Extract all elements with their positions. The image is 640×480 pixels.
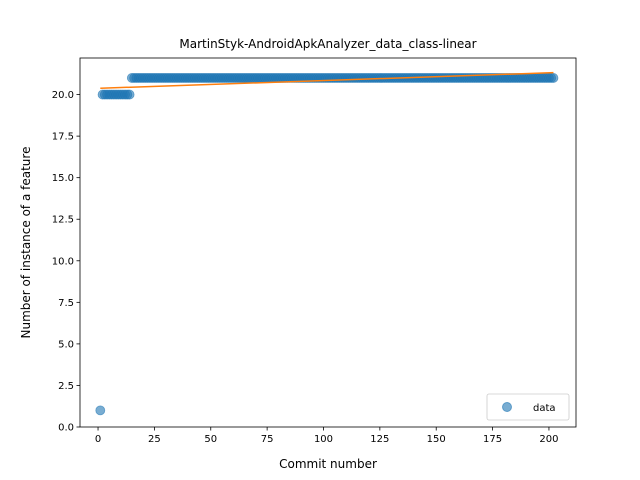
legend: data bbox=[486, 393, 570, 421]
x-axis-label: Commit number bbox=[279, 457, 377, 471]
y-tick-label: 15.0 bbox=[52, 173, 74, 184]
x-axis: 0 25 50 75 100 125 150 175 200 bbox=[95, 427, 558, 445]
x-tick-label: 150 bbox=[427, 434, 446, 445]
plot-frame bbox=[79, 57, 577, 428]
y-tick-label: 20.0 bbox=[52, 90, 74, 101]
y-axis: 0.0 2.5 5.0 7.5 10.0 12.5 15.0 17.5 20.0 bbox=[52, 90, 80, 434]
chart-title: MartinStyk-AndroidApkAnalyzer_data_class… bbox=[179, 37, 476, 51]
y-tick-label: 10.0 bbox=[52, 256, 74, 267]
x-tick-label: 75 bbox=[261, 434, 274, 445]
legend-marker bbox=[502, 402, 512, 412]
x-tick-label: 50 bbox=[204, 434, 217, 445]
x-tick-label: 0 bbox=[95, 434, 101, 445]
y-tick-label: 0.0 bbox=[58, 423, 74, 434]
plot-area bbox=[95, 71, 559, 416]
data-point bbox=[95, 405, 106, 416]
y-tick-label: 17.5 bbox=[52, 132, 74, 143]
x-tick-label: 25 bbox=[148, 434, 161, 445]
x-tick-label: 100 bbox=[314, 434, 333, 445]
x-tick-label: 175 bbox=[483, 434, 502, 445]
x-tick-label: 200 bbox=[539, 434, 558, 445]
data-point bbox=[124, 89, 135, 100]
y-tick-label: 12.5 bbox=[52, 215, 74, 226]
y-tick-label: 2.5 bbox=[58, 381, 74, 392]
legend-frame bbox=[486, 393, 570, 421]
y-tick-label: 7.5 bbox=[58, 298, 74, 309]
data-point bbox=[548, 73, 559, 83]
y-axis-label: Number of instance of a feature bbox=[19, 147, 33, 339]
y-tick-label: 5.0 bbox=[58, 339, 74, 350]
x-tick-label: 125 bbox=[370, 434, 389, 445]
legend-label: data bbox=[533, 403, 556, 414]
trend-line bbox=[100, 71, 554, 89]
